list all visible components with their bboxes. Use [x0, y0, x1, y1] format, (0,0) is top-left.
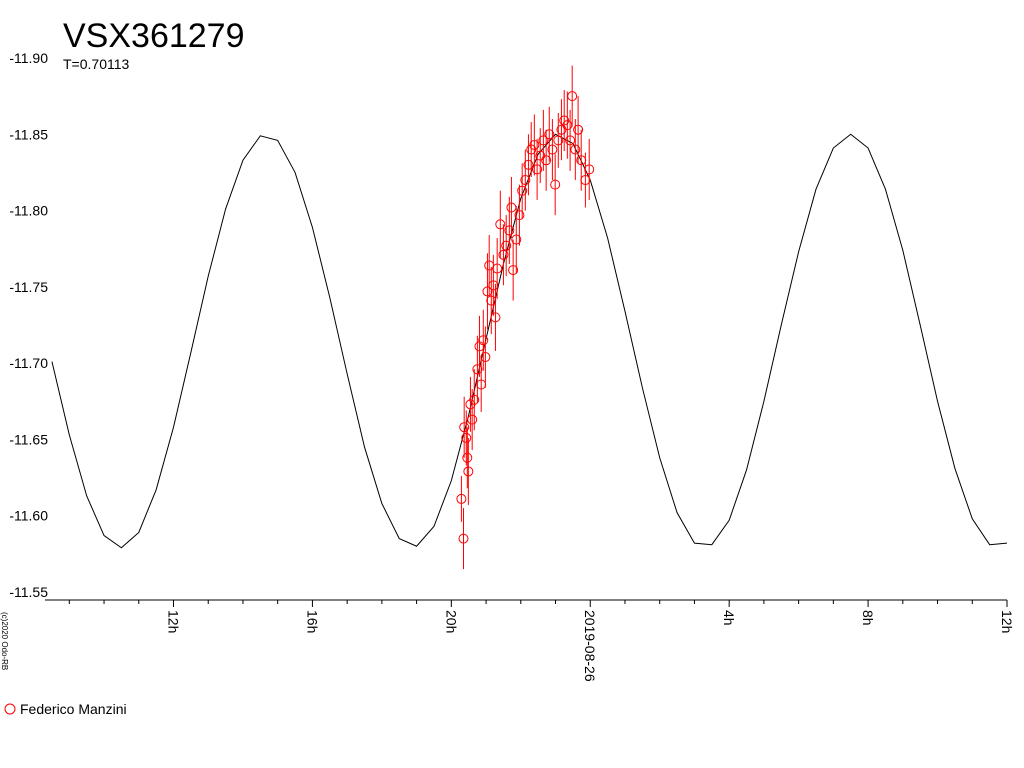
data-point — [482, 286, 493, 297]
data-point — [547, 144, 558, 155]
data-point — [529, 139, 540, 150]
legend-marker — [4, 703, 16, 715]
y-tick-label: -11.65 — [9, 431, 48, 447]
data-point — [498, 249, 509, 260]
y-tick-label: -11.90 — [9, 50, 48, 66]
data-point — [469, 394, 480, 405]
data-point — [472, 364, 483, 375]
model-curve — [51, 133, 1008, 549]
x-tick-label: 4h — [721, 610, 737, 626]
data-point — [541, 155, 552, 166]
data-point — [532, 164, 543, 175]
data-point — [492, 263, 503, 274]
chart-title: VSX361279 — [63, 17, 245, 55]
data-point — [511, 234, 522, 245]
x-tick-label: 12h — [165, 610, 181, 633]
data-point — [508, 265, 519, 276]
data-point — [573, 124, 584, 135]
data-point — [501, 240, 512, 251]
x-tick-label: 2019-08-26 — [582, 610, 598, 682]
y-tick-label: -11.70 — [9, 355, 48, 371]
x-tick-label: 20h — [443, 610, 459, 633]
y-tick-label: -11.80 — [9, 203, 48, 219]
y-tick-label: -11.75 — [9, 279, 48, 295]
data-point — [584, 164, 595, 175]
data-point — [565, 135, 576, 146]
data-point — [567, 91, 578, 102]
chart-subtitle: T=0.70113 — [63, 56, 130, 72]
y-tick-label: -11.55 — [9, 584, 48, 600]
data-point — [462, 452, 473, 463]
x-tick-label: 16h — [304, 610, 320, 633]
data-point — [463, 466, 474, 477]
data-point — [456, 493, 467, 504]
data-point — [553, 135, 564, 146]
data-point — [544, 129, 555, 140]
legend-label: Federico Manzini — [20, 701, 127, 717]
data-point — [523, 159, 534, 170]
data-point — [490, 312, 501, 323]
data-point — [520, 175, 531, 186]
data-point — [458, 533, 469, 544]
data-point — [517, 185, 528, 196]
data-point — [504, 225, 515, 236]
y-tick-label: -11.85 — [9, 126, 48, 142]
data-point — [514, 210, 525, 221]
y-tick-label: -11.60 — [9, 508, 48, 524]
data-point — [480, 352, 491, 363]
data-point — [495, 219, 506, 230]
x-tick-label: 8h — [860, 610, 876, 626]
x-tick-label: 12h — [999, 610, 1015, 633]
data-point — [459, 422, 470, 433]
credit: (c)2020 Odo-RB — [0, 612, 9, 670]
data-point — [550, 179, 561, 190]
data-point — [570, 144, 581, 155]
data-point — [580, 175, 591, 186]
data-point — [461, 432, 472, 443]
data-point — [538, 135, 549, 146]
data-point — [467, 414, 478, 425]
data-point — [488, 280, 499, 291]
data-point — [478, 335, 489, 346]
